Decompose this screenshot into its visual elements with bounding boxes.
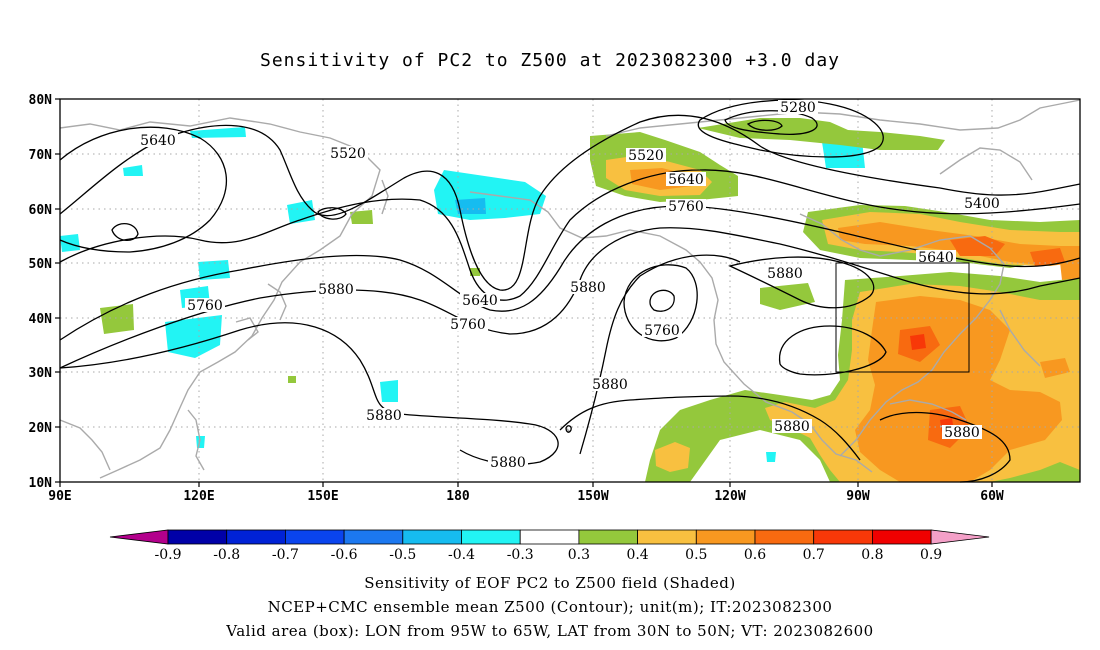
colorbar-segment bbox=[402, 529, 462, 545]
colorbar-segment bbox=[343, 529, 404, 545]
svg-text:5880: 5880 bbox=[366, 408, 402, 424]
caption-valid-area: Valid area (box): LON from 95W to 65W, L… bbox=[226, 622, 874, 640]
lat-label: 40N bbox=[29, 312, 53, 327]
colorbar-label: -0.9 bbox=[155, 547, 182, 563]
contour-label: 5280 bbox=[778, 100, 818, 116]
colorbar: -0.9 -0.8 -0.7 -0.6 -0.5 -0.4 -0.3 0.3 0.4 0.5 0.6… bbox=[109, 529, 990, 563]
caption-shading: Sensitivity of EOF PC2 to Z500 field (Sh… bbox=[364, 574, 736, 592]
colorbar-label: 0.5 bbox=[685, 547, 707, 563]
svg-text:5520: 5520 bbox=[628, 148, 664, 164]
colorbar-segment bbox=[461, 529, 521, 545]
colorbar-segment bbox=[284, 529, 345, 545]
colorbar-label: -0.6 bbox=[331, 547, 358, 563]
lon-label: 90E bbox=[48, 489, 71, 504]
colorbar-segment bbox=[167, 529, 228, 545]
contour-label: 5400 bbox=[962, 196, 1002, 212]
contour-label: 5760 bbox=[666, 199, 706, 215]
colorbar-label: -0.4 bbox=[448, 547, 475, 563]
caption-contour: NCEP+CMC ensemble mean Z500 (Contour); u… bbox=[267, 598, 833, 616]
svg-text:5880: 5880 bbox=[767, 266, 803, 282]
lat-label: 30N bbox=[29, 366, 53, 381]
svg-text:5640: 5640 bbox=[668, 172, 704, 188]
contour-label: 5640 bbox=[916, 250, 956, 266]
contour-label: 5880 bbox=[488, 455, 528, 471]
contour-label: 5640 bbox=[138, 133, 178, 149]
lat-label: 70N bbox=[29, 148, 53, 163]
colorbar-label: 0.6 bbox=[744, 547, 766, 563]
svg-text:5880: 5880 bbox=[570, 280, 606, 296]
lon-label: 120W bbox=[714, 489, 745, 504]
svg-text:5760: 5760 bbox=[668, 199, 704, 215]
lon-axis: 90E 120E 150E 180 150W 120W 90W 60W bbox=[48, 482, 1004, 504]
lon-label: 60W bbox=[980, 489, 1004, 504]
contour-label: 5880 bbox=[772, 419, 812, 435]
contour-label: 5760 bbox=[185, 298, 225, 314]
contour-label: 5880 bbox=[942, 425, 982, 441]
colorbar-label: 0.3 bbox=[568, 547, 590, 563]
svg-text:5280: 5280 bbox=[780, 100, 816, 116]
lat-axis: 80N 70N 60N 50N 40N 30N 20N 10N bbox=[29, 93, 60, 491]
lon-label: 150E bbox=[307, 489, 338, 504]
svg-text:5640: 5640 bbox=[140, 133, 176, 149]
contour-label: 5520 bbox=[328, 146, 368, 162]
contour-label: 5880 bbox=[364, 408, 404, 424]
svg-text:5760: 5760 bbox=[644, 323, 680, 339]
map-frame bbox=[59, 98, 1081, 483]
svg-text:5880: 5880 bbox=[774, 419, 810, 435]
contour-label: 5640 bbox=[460, 293, 500, 309]
colorbar-label: 0.4 bbox=[626, 547, 648, 563]
lon-label: 150W bbox=[577, 489, 608, 504]
colorbar-label: 0.7 bbox=[803, 547, 825, 563]
colorbar-arrow-high bbox=[930, 529, 990, 545]
contour-label: 5880 bbox=[316, 282, 356, 298]
svg-text:5400: 5400 bbox=[964, 196, 1000, 212]
svg-text:5640: 5640 bbox=[462, 293, 498, 309]
lat-label: 80N bbox=[29, 93, 53, 108]
lon-label: 180 bbox=[446, 489, 470, 504]
contour-label: 5520 bbox=[626, 148, 666, 164]
lon-label: 120E bbox=[183, 489, 214, 504]
contour-labels: 5280 5400 5520 5520 5640 5640 5640 5640 … bbox=[138, 100, 1002, 471]
colorbar-arrow-low bbox=[109, 529, 169, 545]
svg-text:5520: 5520 bbox=[330, 146, 366, 162]
svg-text:5760: 5760 bbox=[187, 298, 223, 314]
contour-label: 5880 bbox=[765, 266, 805, 282]
colorbar-label: 0.9 bbox=[920, 547, 942, 563]
contour-label: 5760 bbox=[448, 317, 488, 333]
lat-label: 10N bbox=[29, 476, 53, 491]
colorbar-label: -0.5 bbox=[389, 547, 416, 563]
lat-label: 50N bbox=[29, 257, 53, 272]
colorbar-segment bbox=[226, 529, 286, 545]
svg-text:5880: 5880 bbox=[318, 282, 354, 298]
svg-text:5880: 5880 bbox=[490, 455, 526, 471]
colorbar-segment bbox=[519, 529, 580, 545]
colorbar-label: -0.7 bbox=[272, 547, 299, 563]
colorbar-segment bbox=[754, 529, 815, 545]
contour-label: 5760 bbox=[642, 323, 682, 339]
svg-text:5640: 5640 bbox=[918, 250, 954, 266]
lon-label: 90W bbox=[846, 489, 870, 504]
map-title: Sensitivity of PC2 to Z500 at 2023082300… bbox=[259, 50, 840, 71]
valid-area-box bbox=[835, 262, 970, 373]
svg-text:5880: 5880 bbox=[592, 377, 628, 393]
colorbar-segment bbox=[872, 529, 932, 545]
colorbar-segment bbox=[578, 529, 639, 545]
lat-label: 60N bbox=[29, 203, 53, 218]
colorbar-segment bbox=[695, 529, 756, 545]
colorbar-label: 0.8 bbox=[861, 547, 883, 563]
colorbar-segment bbox=[637, 529, 697, 545]
svg-text:5760: 5760 bbox=[450, 317, 486, 333]
contour-label: 5880 bbox=[568, 280, 608, 296]
lat-label: 20N bbox=[29, 421, 53, 436]
contour-label: 5640 bbox=[666, 172, 706, 188]
svg-text:5880: 5880 bbox=[944, 425, 980, 441]
contour-label: 5880 bbox=[590, 377, 630, 393]
colorbar-label: -0.8 bbox=[213, 547, 240, 563]
colorbar-segment bbox=[813, 529, 873, 545]
colorbar-label: -0.3 bbox=[507, 547, 534, 563]
